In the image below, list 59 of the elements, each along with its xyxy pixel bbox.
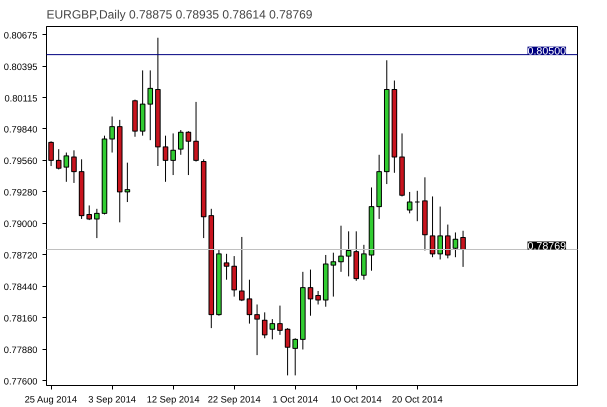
y-tick-label: 0.80395 [4,62,38,72]
candlestick [71,150,77,184]
candlestick [231,256,237,298]
x-tick-label: 12 Sep 2014 [146,394,200,404]
y-tick-label: 0.80675 [4,30,38,40]
y-tick-label: 0.79280 [4,187,38,198]
ref-line-label: 0.80500 [528,46,566,58]
x-tick-label: 10 Oct 2014 [330,394,382,404]
candlestick [308,269,314,316]
x-tick-label: 3 Sep 2014 [88,394,136,404]
candlestick [147,70,154,141]
candlestick [170,132,176,176]
candlestick [94,208,100,239]
y-tick-label: 0.77880 [4,344,38,355]
candlestick [254,304,260,356]
candlestick [430,196,436,258]
candlestick [452,232,458,258]
candlestick [186,130,192,176]
candlestick [178,130,184,156]
candlestick [460,230,466,268]
y-tick-label: 0.78160 [4,313,38,324]
y-tick-label: 0.79000 [4,218,38,229]
y-tick-label: 0.78440 [4,282,38,292]
candlestick [414,190,420,222]
candlestick [330,252,336,298]
y-tick-label: 0.78720 [4,250,38,260]
x-tick-label: 25 Aug 2014 [24,394,78,404]
candlestick [361,244,367,280]
y-tick-label: 0.77600 [4,376,38,386]
candlestick [48,140,54,167]
candlestick [193,101,199,162]
candlestick [445,224,451,259]
candlestick [284,328,290,376]
candlestick [64,152,70,182]
y-tick-label: 0.80115 [4,93,38,104]
candlestick [437,206,443,260]
candlestick [56,148,62,170]
ref-line-label: 0.78769 [528,240,566,252]
candlestick [277,305,283,336]
candlestick [270,318,276,340]
candlestick [124,162,130,203]
x-tick-label: 22 Sep 2014 [208,394,261,404]
x-tick-label: 20 Oct 2014 [392,394,443,404]
candlestick [338,225,344,272]
candlestick [292,338,298,376]
candlestick [162,135,168,182]
y-tick-label: 0.79840 [4,124,38,134]
candlestick [246,279,252,324]
y-tick-label: 0.79560 [4,156,38,166]
candlestick [406,191,412,214]
candlestick [315,290,321,305]
candlestick [109,116,115,154]
x-tick-label: 1 Oct 2014 [272,394,318,404]
candlestick [262,312,268,339]
chart-title: EURGBP,Daily 0.78875 0.78935 0.78614 0.78769 [46,8,313,22]
candlestick [224,253,230,280]
candlestick [86,204,92,221]
candlestick [346,230,352,277]
candlestick [239,236,245,302]
